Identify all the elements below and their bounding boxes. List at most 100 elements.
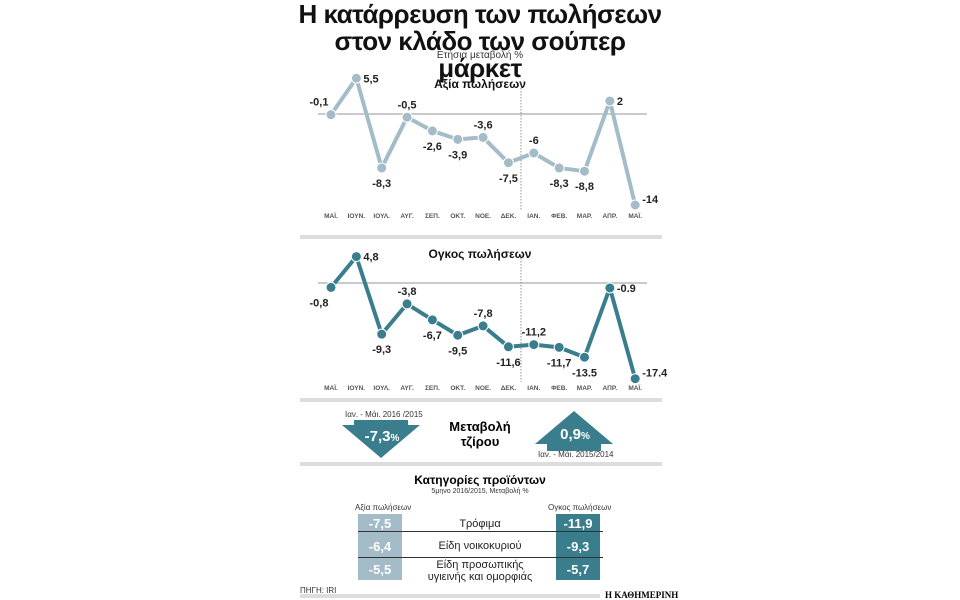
month-label: ΝΟΕ.: [475, 213, 491, 220]
row-value: -6,4: [368, 539, 392, 554]
data-point: [325, 109, 337, 121]
month-label: ΣΕΠ.: [425, 213, 440, 220]
volume-column: [556, 514, 600, 580]
month-label: ΙΟΥΝ.: [348, 385, 366, 392]
value-column: [358, 514, 402, 580]
month-label: ΣΕΠ.: [425, 385, 440, 392]
row-volume: -5,7: [566, 562, 590, 577]
row-name: Είδη προσωπικής υγιεινής και ομορφιάς: [427, 559, 533, 583]
data-point: [452, 133, 464, 145]
data-point: [502, 157, 514, 169]
data-label: -8,3: [372, 178, 391, 190]
data-label: -0,8: [310, 297, 329, 309]
row-value: -7,5: [368, 516, 392, 531]
data-point: [452, 329, 464, 341]
data-point: [401, 298, 413, 310]
data-point: [579, 165, 590, 177]
data-label: -6: [529, 135, 539, 147]
month-label: ΝΟΕ.: [475, 385, 491, 392]
row-volume: -11,9: [563, 516, 593, 531]
month-label: ΟΚΤ.: [450, 385, 465, 392]
chart-title: Ογκος πωλήσεων: [429, 247, 532, 261]
left-header: Αξία πωλήσεων: [355, 503, 412, 512]
data-label: -11,2: [522, 327, 546, 339]
row-line: [358, 557, 603, 558]
month-label: ΑΥΓ.: [400, 213, 414, 220]
data-point: [426, 125, 438, 137]
month-label: ΙΑΝ.: [527, 213, 540, 220]
right-value: 0,9%: [560, 426, 590, 443]
source: ΠΗΓΗ: IRI: [300, 586, 337, 595]
month-label: ΟΚΤ.: [450, 213, 465, 220]
up-arrow-icon: [535, 411, 613, 451]
data-point: [426, 314, 438, 326]
title-line-2: στον κλάδο των σούπερ μάρκετ: [334, 26, 626, 83]
publisher: Η ΚΑΘΗΜΕΡΙΝΗ: [605, 590, 679, 600]
data-point: [477, 131, 489, 143]
data-label: -14: [642, 194, 659, 206]
categories-title: Κατηγορίες προϊόντων: [414, 473, 546, 487]
left-period: Ιαν. - Μάι. 2016 /2015: [345, 410, 423, 419]
left-value: -7,3%: [364, 428, 400, 445]
data-label: -2,6: [423, 141, 442, 153]
month-label: ΦΕΒ.: [551, 213, 567, 220]
data-label: -7,5: [499, 173, 518, 185]
divider: [300, 398, 662, 402]
month-label: ΙΟΥΛ.: [373, 213, 390, 220]
month-label: ΜΑΡ.: [577, 385, 593, 392]
data-label: -9,5: [448, 345, 467, 357]
row-volume: -9,3: [566, 539, 590, 554]
data-label: -13.5: [572, 367, 597, 379]
month-label: ΜΑΡ.: [577, 213, 593, 220]
data-point: [350, 72, 362, 84]
data-point: [376, 328, 388, 340]
month-label: ΙΑΝ.: [527, 385, 540, 392]
data-label: -3,8: [398, 286, 417, 298]
chart-title: Αξία πωλήσεων: [434, 77, 526, 91]
month-label: ΔΕΚ.: [501, 213, 517, 220]
data-point: [579, 351, 590, 363]
data-label: -6,7: [423, 330, 442, 342]
subtitle: Ετήσια μεταβολή %: [436, 50, 524, 61]
month-label: ΑΠΡ.: [602, 385, 617, 392]
month-label: ΜΑΪ.: [628, 384, 642, 392]
data-point: [604, 95, 616, 107]
turnover-label: Μεταβολή τζίρου: [449, 419, 511, 449]
data-point: [477, 320, 489, 332]
data-point: [401, 111, 413, 123]
data-point: [629, 199, 641, 211]
data-label: -0,1: [310, 97, 329, 109]
data-label: -3,6: [474, 119, 493, 131]
data-label: -7,8: [474, 308, 493, 320]
month-label: ΙΟΥΝ.: [348, 213, 366, 220]
data-point: [553, 162, 565, 174]
row-line: [358, 531, 603, 532]
month-label: ΦΕΒ.: [551, 385, 567, 392]
data-label: -11,7: [547, 357, 571, 369]
data-label: -11,6: [496, 357, 520, 369]
data-label: 5,5: [363, 73, 378, 85]
data-label: -8,8: [575, 181, 594, 193]
data-point: [325, 281, 337, 293]
month-label: ΙΟΥΛ.: [373, 385, 390, 392]
data-label: -8,3: [550, 178, 569, 190]
data-label: 2: [617, 96, 623, 108]
month-label: ΜΑΪ.: [628, 212, 642, 220]
row-value: -5,5: [368, 562, 392, 577]
right-period: Ιαν. - Μάι. 2015/2014: [538, 450, 614, 459]
categories-subtitle: 5μηνο 2016/2015, Μεταβολή %: [431, 488, 529, 495]
data-point: [604, 282, 616, 294]
month-label: ΔΕΚ.: [501, 385, 517, 392]
data-point: [629, 373, 641, 385]
divider: [300, 462, 662, 466]
data-point: [350, 251, 362, 263]
right-header: Ογκος πωλήσεων: [548, 503, 612, 512]
month-label: ΑΠΡ.: [602, 213, 617, 220]
title: Η κατάρρευση των πωλήσεων στον κλάδο των …: [290, 1, 670, 82]
data-label: -9,3: [372, 344, 391, 356]
month-label: ΜΑΪ.: [324, 212, 338, 220]
data-label: -17.4: [642, 368, 668, 380]
data-point: [376, 162, 388, 174]
